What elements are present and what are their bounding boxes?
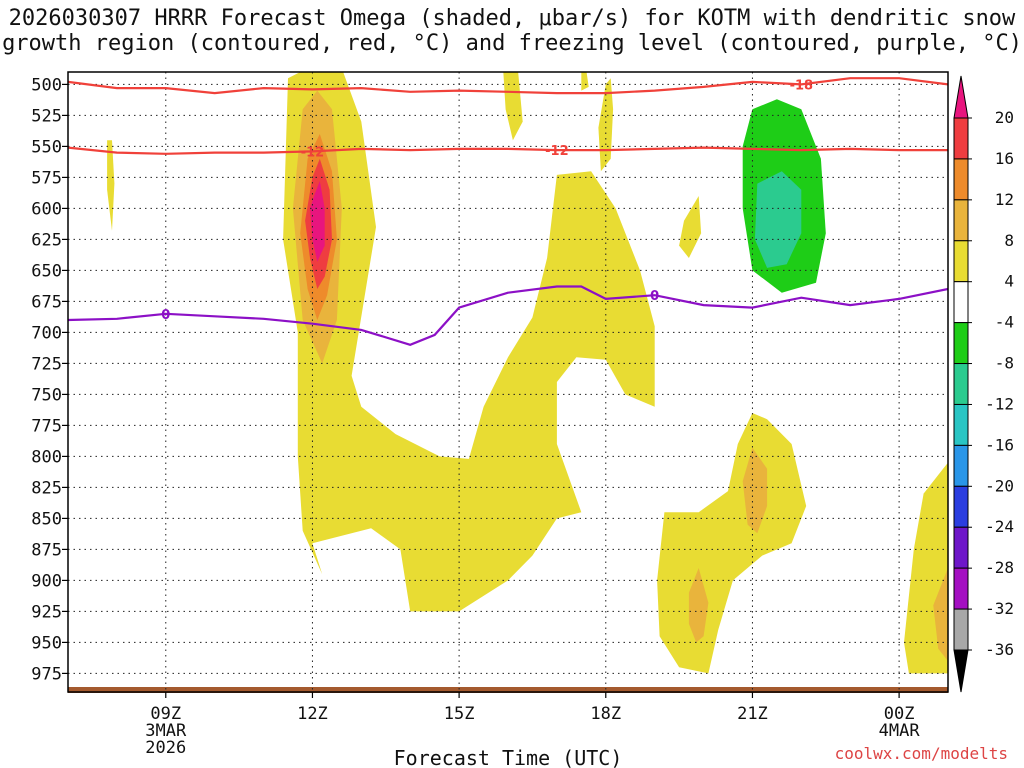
colorbar-swatch [953,240,969,283]
colorbar-label: -4 [995,313,1014,332]
time-tick-label: 18Z [590,704,621,724]
omega-region [754,171,802,268]
omega-region [581,72,589,91]
colorbar-swatch [953,403,969,446]
plot-frame [67,71,949,693]
time-tick-label: 12Z [297,704,328,724]
colorbar-label: 16 [995,149,1014,168]
pressure-tick-label: 600 [31,199,62,219]
time-tick-date-label: 3MAR [145,721,187,741]
pressure-tick-label: 825 [31,478,62,498]
omega-region [742,447,768,534]
pressure-tick-label: 625 [31,230,62,250]
pressure-tick-label: 775 [31,416,62,436]
pressure-tick-label: 850 [31,509,62,529]
pressure-tick-label: 975 [31,664,62,684]
chart-title: 2026030307 HRRR Forecast Omega (shaded, … [2,6,1022,56]
colorbar-label: -24 [985,517,1014,536]
time-tick-date-label: 2026 [145,738,186,758]
colorbar-label: -20 [985,476,1014,495]
omega-region [933,568,948,661]
pressure-tick-label: 650 [31,261,62,281]
pressure-tick-label: 925 [31,602,62,622]
omega-region [899,72,948,141]
omega-region [688,568,709,643]
time-tick-label: 00Z [884,704,915,724]
pressure-axis: 500 525 550 575 600 625 650 675 700 725 750 775 800 8… [31,75,68,684]
temperature-contours: -12 -12 -18 0 0 [68,77,948,346]
pressure-tick-label: 800 [31,447,62,467]
omega-region [928,177,948,345]
colorbar-label: 20 [995,108,1014,127]
colorbar-swatch [953,485,969,528]
contour-label: 0 [161,308,170,323]
time-tick-label: 15Z [444,704,475,724]
colorbar-swatch [953,567,969,610]
colorbar-label: 4 [1004,272,1014,291]
omega-shading [107,72,948,674]
colorbar-legend: 20 16 12 8 4 -4 -8 -12 -16 -20 -24 -28 -32 -36 [953,75,1014,693]
pressure-tick-label: 550 [31,137,62,157]
contour-label: -18 [790,78,814,93]
omega-region [310,181,325,262]
pressure-tick-label: 700 [31,323,62,343]
colorbar-label: -12 [985,394,1014,413]
colorbar-swatch [953,526,969,569]
pressure-tick-label: 750 [31,385,62,405]
pressure-tick-label: 575 [31,168,62,188]
pressure-tick-label: 900 [31,571,62,591]
pressure-tick-label: 875 [31,540,62,560]
contour-line [68,146,948,155]
colorbar-label: 12 [995,190,1014,209]
colorbar-swatch [953,444,969,487]
colorbar-swatch [953,322,969,365]
omega-region [679,196,702,258]
colorbar-swatch [953,117,969,160]
x-axis-label: Forecast Time (UTC) [394,746,623,768]
colorbar-label: -28 [985,558,1014,577]
omega-region [598,78,614,172]
colorbar-top-arrow [953,75,969,119]
colorbar-label: -16 [985,435,1014,454]
pressure-tick-label: 675 [31,292,62,312]
omega-region [503,72,523,141]
omega-region [283,72,655,612]
pressure-tick-label: 725 [31,354,62,374]
pressure-tick-label: 525 [31,106,62,126]
time-tick-date-label: 4MAR [879,721,921,741]
grid-lines [68,72,948,692]
contour-line [68,285,948,346]
colorbar-swatch [953,158,969,201]
time-tick-label: 21Z [737,704,768,724]
attribution-link[interactable]: coolwx.com/modelts [834,744,1008,763]
colorbar-bottom-arrow [953,649,969,693]
colorbar-swatch [953,199,969,242]
colorbar-label: -32 [985,599,1014,618]
surface-ground-band [68,687,948,693]
colorbar-swatch [953,281,969,324]
contour-line [68,77,948,95]
contour-label: -12 [301,145,325,160]
pressure-tick-label: 950 [31,633,62,653]
contour-label: 0 [650,289,659,304]
time-tick-label: 09Z [150,704,181,724]
colorbar-label: -8 [995,354,1014,373]
pressure-tick-label: 500 [31,75,62,95]
colorbar-label: -36 [985,640,1014,659]
contour-label: -12 [545,144,569,159]
colorbar-swatch [953,608,969,651]
colorbar-label: 8 [1004,231,1014,250]
colorbar-swatch [953,363,969,405]
